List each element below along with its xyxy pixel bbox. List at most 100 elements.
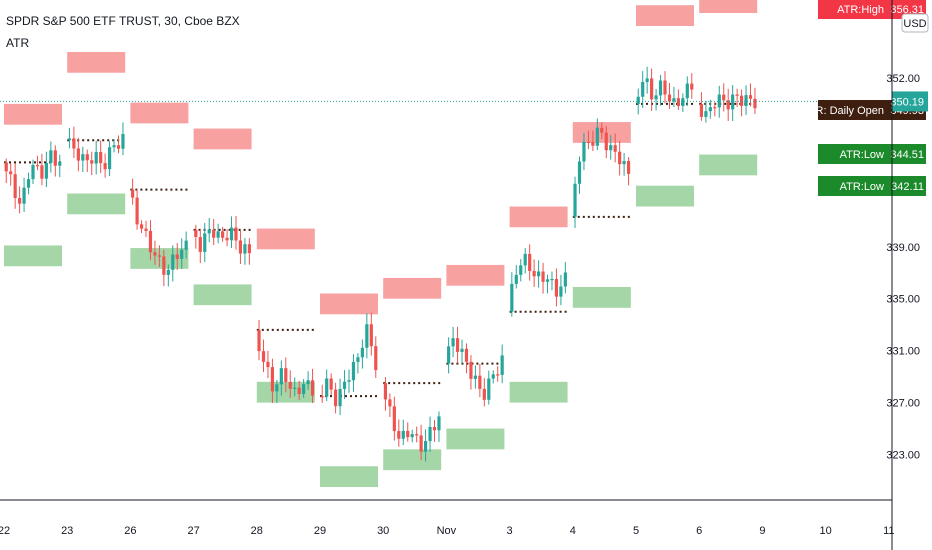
atr-high-zone	[67, 51, 126, 73]
candle-body	[76, 148, 80, 161]
candle-body	[482, 388, 486, 400]
candle-body	[49, 150, 53, 163]
candle-body	[266, 361, 270, 368]
last-price-box	[892, 91, 928, 112]
candle-body	[58, 161, 62, 166]
atr-high-zone	[509, 206, 568, 228]
candle-body	[604, 132, 608, 151]
currency-box[interactable]	[901, 13, 929, 33]
candle-body	[94, 152, 98, 164]
atr-low-zone	[193, 284, 252, 306]
candle-body	[514, 274, 518, 284]
candle-body	[510, 283, 514, 312]
candle-body	[153, 252, 157, 256]
time-tick-label: 26	[124, 525, 136, 537]
candle-body	[99, 152, 103, 164]
candle-body	[85, 154, 89, 161]
atr-high-zone	[193, 128, 252, 150]
candle-body	[609, 145, 613, 151]
candle-body	[496, 374, 500, 376]
candle-body	[103, 163, 107, 170]
candle-body	[735, 94, 739, 96]
candle-body	[279, 368, 283, 385]
candle-body	[157, 255, 161, 257]
candle-body	[708, 107, 712, 112]
candle-body	[18, 198, 22, 204]
candle-body	[699, 103, 704, 117]
candle-body	[310, 380, 315, 396]
candle-body	[636, 96, 640, 104]
candle-body	[713, 107, 717, 109]
candle-body	[13, 174, 17, 199]
candle-body	[360, 347, 364, 358]
candle-body	[415, 434, 419, 436]
candle-body	[672, 98, 676, 102]
candle-body	[116, 145, 121, 149]
atr-low-zone	[320, 466, 378, 488]
atr-low-zone	[699, 154, 758, 176]
candle-body	[618, 151, 622, 165]
candle-body	[166, 269, 170, 275]
candle-body	[532, 270, 536, 277]
atr-high-zone	[446, 264, 505, 286]
atr-high-zone	[4, 103, 62, 125]
atr-high-zone	[383, 277, 442, 299]
price-tick-label: 335.00	[886, 294, 920, 306]
atr-low-label-2-text: ATR:Low	[840, 181, 884, 193]
candle-body	[519, 265, 523, 275]
candle-body	[722, 94, 726, 101]
candle-body	[545, 279, 550, 282]
candle-body	[397, 431, 401, 439]
candle-body	[600, 127, 604, 133]
candle-body	[658, 80, 663, 96]
candle-body	[704, 111, 708, 117]
candle-body	[559, 286, 563, 297]
candle-body	[288, 381, 292, 389]
candle-body	[622, 161, 626, 165]
atr-low-label-box	[818, 144, 926, 164]
time-tick-label: Nov	[437, 525, 457, 537]
time-tick-label: 5	[633, 525, 639, 537]
atr-high-zone	[636, 5, 694, 26]
candle-body	[473, 375, 477, 379]
candle-body	[374, 346, 378, 371]
time-tick-label: 3	[507, 525, 513, 537]
candle-body	[306, 380, 310, 385]
candle-body	[528, 253, 532, 271]
candle-body	[410, 434, 414, 438]
candle-body	[40, 165, 44, 179]
candle-body	[112, 145, 116, 148]
candle-body	[26, 179, 31, 188]
candle-body	[748, 95, 753, 99]
candle-body	[31, 165, 35, 180]
candle-body	[554, 278, 559, 297]
candle-body	[238, 240, 243, 254]
candle-body	[121, 133, 125, 149]
candle-body	[257, 329, 261, 352]
candle-body	[388, 399, 392, 407]
candle-body	[234, 227, 238, 241]
candle-body	[275, 384, 279, 392]
candle-body	[329, 378, 333, 390]
candle-body	[9, 171, 13, 175]
candle-body	[406, 430, 410, 438]
price-tick-label: 331.00	[886, 346, 920, 358]
candle-body	[469, 361, 473, 379]
candle-body	[663, 80, 667, 95]
price-tick-label: 327.00	[886, 398, 920, 410]
candle-body	[464, 348, 469, 362]
candle-body	[626, 161, 631, 174]
indicator-label[interactable]: ATR	[6, 36, 30, 50]
atr-low-zone	[383, 449, 442, 471]
candle-body	[582, 141, 586, 162]
candle-body	[654, 95, 658, 100]
price-tick-label: 352.00	[886, 73, 920, 85]
candle-body	[419, 435, 423, 452]
candle-body	[586, 141, 591, 144]
candle-body	[297, 387, 301, 395]
candle-body	[369, 324, 373, 347]
candle-body	[451, 338, 455, 347]
candle-body	[243, 244, 247, 254]
